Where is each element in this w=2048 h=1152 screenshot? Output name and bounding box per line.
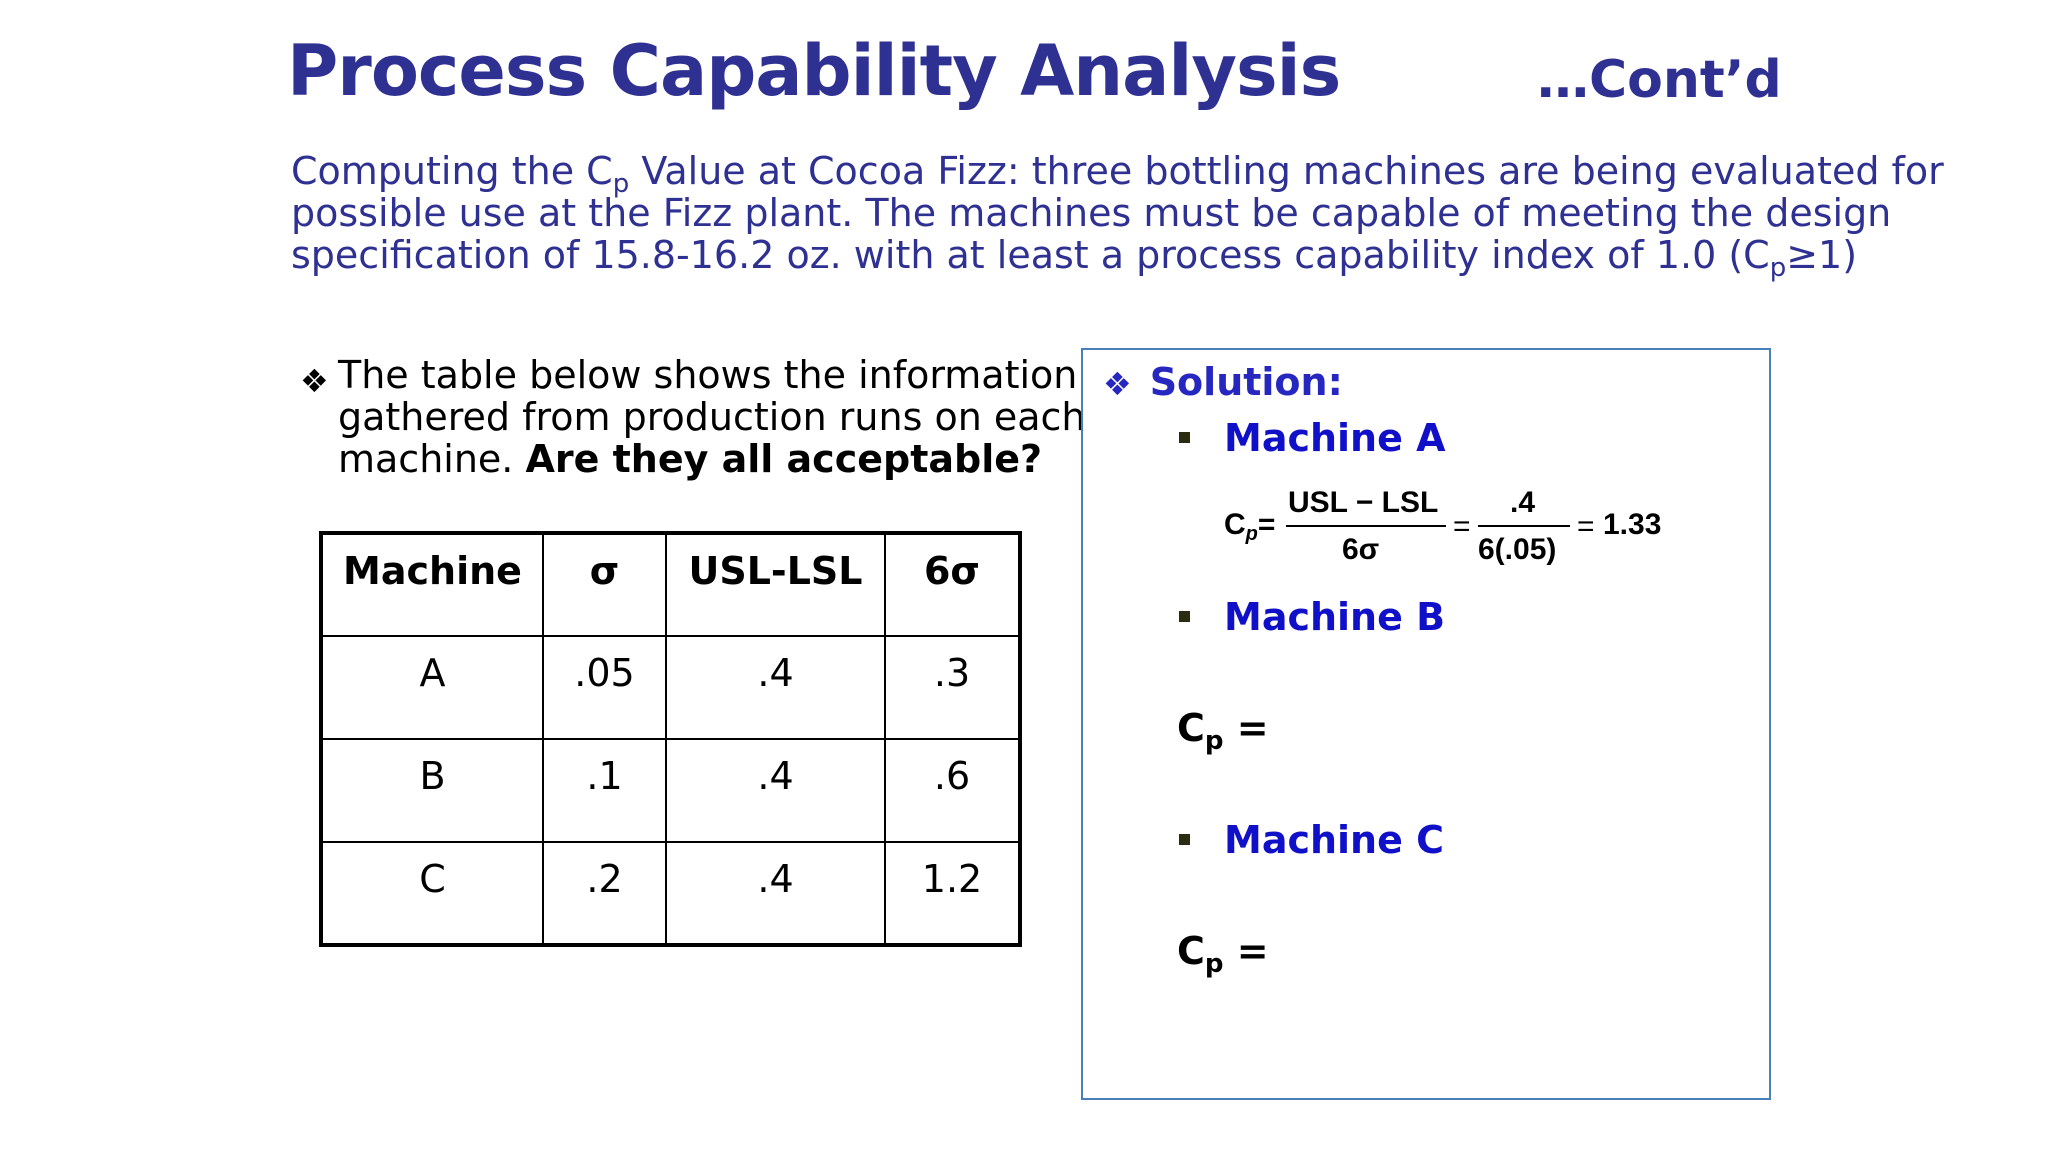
machine-data-table: Machine σ USL-LSL 6σ A .05 .4 .3 B .1 .4…: [319, 531, 1022, 947]
solution-box: [1081, 348, 1771, 1100]
table-header-row: Machine σ USL-LSL 6σ: [320, 532, 1021, 637]
continued-label: …Cont’d: [1537, 50, 1782, 110]
formula-result: 1.33: [1603, 508, 1662, 541]
formula-numerator-1: USL − LSL: [1288, 486, 1439, 519]
machine-b-label: Machine B: [1224, 595, 1446, 639]
table-cell: .3: [884, 635, 1021, 740]
table-cell: .2: [542, 841, 667, 946]
square-bullet-icon: [1179, 834, 1190, 845]
diamond-bullet-icon: ❖: [300, 362, 329, 400]
machine-c-label: Machine C: [1224, 818, 1445, 862]
formula-cp: Cp=: [1224, 508, 1276, 545]
table-cell: A: [320, 635, 544, 740]
formula-equals-2: =: [1577, 510, 1595, 543]
header-machine: Machine: [320, 532, 544, 637]
table-cell: .4: [665, 738, 886, 843]
header-usl-lsl: USL-LSL: [665, 532, 886, 637]
machine-c-cp: Cp =: [1177, 929, 1269, 979]
table-row: B .1 .4 .6: [320, 738, 1021, 843]
header-sigma: σ: [542, 532, 667, 637]
formula-numerator-2: .4: [1510, 486, 1536, 519]
slide-title: Process Capability Analysis: [287, 30, 1341, 112]
intro-line-2: possible use at the Fizz plant. The mach…: [291, 191, 1892, 235]
square-bullet-icon: [1179, 611, 1190, 622]
square-bullet-icon: [1179, 432, 1190, 443]
intro-line-3: specification of 15.8-16.2 oz. with at l…: [291, 233, 1858, 283]
formula-denominator-2: 6(.05): [1478, 533, 1557, 566]
intro-paragraph: Computing the Cp Value at Cocoa Fizz: th…: [291, 149, 1944, 283]
table-cell: .4: [665, 841, 886, 946]
table-cell: 1.2: [884, 841, 1021, 946]
solution-heading: ❖ Solution:: [1103, 360, 1343, 404]
machine-b-cp: Cp =: [1177, 706, 1269, 756]
table-cell: .05: [542, 635, 667, 740]
table-cell: .1: [542, 738, 667, 843]
intro-line-1: Computing the Cp Value at Cocoa Fizz: th…: [291, 149, 1944, 199]
question-text: The table below shows the information ga…: [338, 353, 1086, 481]
table-cell: B: [320, 738, 544, 843]
table-row: A .05 .4 .3: [320, 635, 1021, 740]
formula-equals-1: =: [1453, 510, 1471, 543]
table-cell: .4: [665, 635, 886, 740]
table-cell: .6: [884, 738, 1021, 843]
fraction-bar-1: [1286, 525, 1446, 527]
diamond-bullet-icon: ❖: [1103, 365, 1132, 403]
table-cell: C: [320, 841, 544, 946]
header-six-sigma: 6σ: [884, 532, 1021, 637]
machine-a-label: Machine A: [1224, 416, 1446, 460]
formula-denominator-1: 6σ: [1342, 533, 1380, 566]
table-row: C .2 .4 1.2: [320, 841, 1021, 946]
fraction-bar-2: [1478, 525, 1570, 527]
